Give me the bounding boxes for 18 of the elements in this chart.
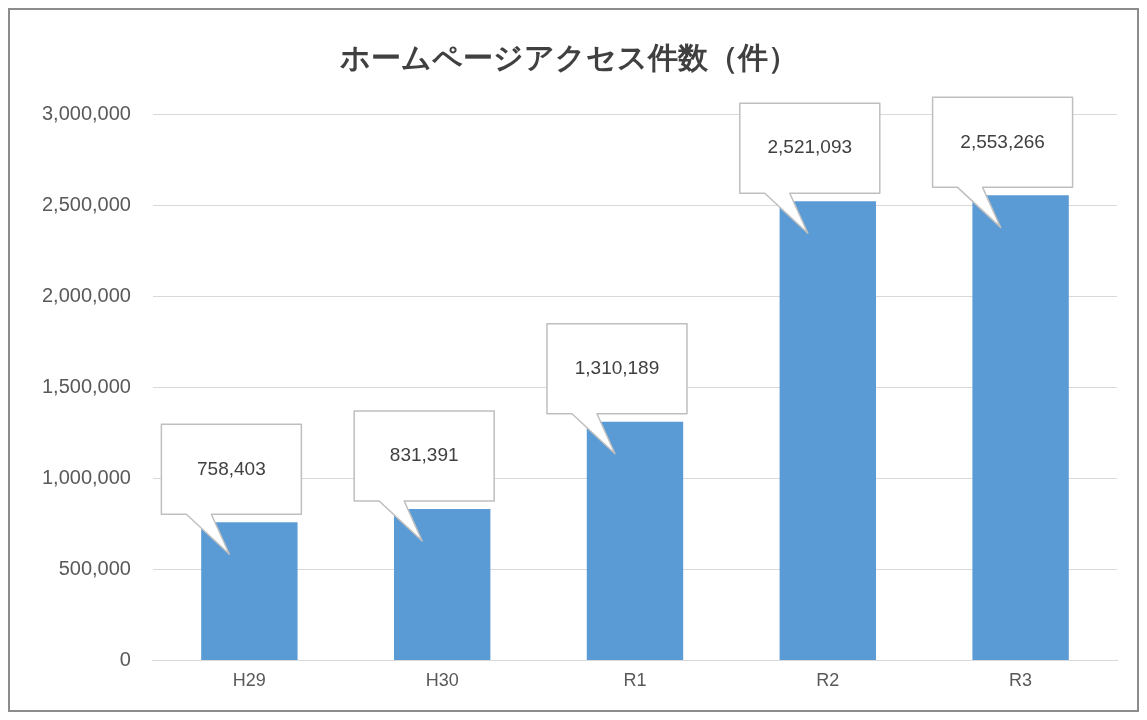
y-tick-label: 1,000,000	[41, 465, 131, 488]
y-tick-label: 2,000,000	[41, 283, 131, 306]
x-tick-label: R2	[816, 670, 840, 691]
chart-title: ホームページアクセス件数（件）	[339, 39, 798, 75]
data-label: 2,553,266	[960, 130, 1045, 152]
x-tick-label: R1	[623, 670, 647, 691]
y-tick-label: 3,000,000	[41, 101, 131, 124]
y-tick-label: 500,000	[58, 556, 131, 579]
y-tick-label: 0	[119, 647, 131, 670]
x-tick-label: H30	[425, 670, 459, 691]
y-tick-label: 1,500,000	[41, 374, 131, 397]
data-label: 1,310,189	[574, 357, 660, 379]
x-tick-label: R3	[1009, 670, 1033, 691]
data-label: 2,521,093	[767, 136, 853, 158]
data-label: 758,403	[197, 457, 266, 479]
x-tick-label: H29	[232, 670, 266, 691]
y-tick-label: 2,500,000	[41, 192, 131, 215]
data-label: 831,391	[389, 444, 459, 466]
